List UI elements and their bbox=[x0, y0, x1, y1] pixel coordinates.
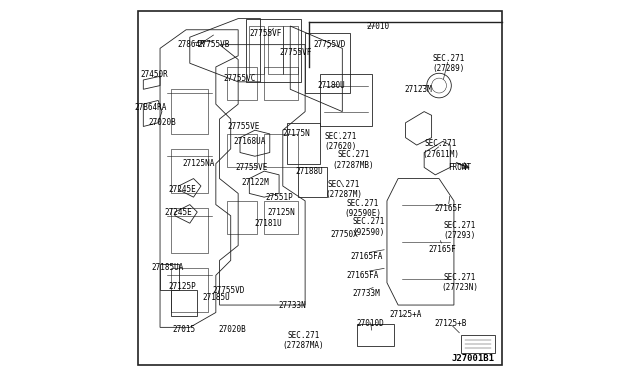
Text: 27185U: 27185U bbox=[202, 293, 230, 302]
Text: 27168UA: 27168UA bbox=[233, 137, 266, 146]
Text: SEC.271
(27723N): SEC.271 (27723N) bbox=[441, 273, 478, 292]
Text: 27755VF: 27755VF bbox=[280, 48, 312, 57]
Text: 27245E: 27245E bbox=[164, 208, 193, 217]
Text: SEC.271
(27287M): SEC.271 (27287M) bbox=[326, 180, 363, 199]
Text: 27755VE: 27755VE bbox=[235, 163, 268, 172]
Text: 27010D: 27010D bbox=[356, 319, 384, 328]
Text: 27122M: 27122M bbox=[241, 178, 269, 187]
Text: 27733N: 27733N bbox=[278, 301, 306, 310]
Text: 27450R: 27450R bbox=[141, 70, 168, 79]
Text: 27245E: 27245E bbox=[168, 185, 196, 194]
Text: 27188U: 27188U bbox=[295, 167, 323, 176]
Text: 27755VD: 27755VD bbox=[212, 286, 245, 295]
Text: FRONT: FRONT bbox=[448, 163, 471, 172]
Text: 27551P: 27551P bbox=[265, 193, 293, 202]
Text: 27755VF: 27755VF bbox=[250, 29, 282, 38]
Text: SEC.271
(27293): SEC.271 (27293) bbox=[444, 221, 476, 240]
Text: 27125P: 27125P bbox=[168, 282, 196, 291]
Text: 27010: 27010 bbox=[366, 22, 389, 31]
Text: 27020B: 27020B bbox=[219, 325, 246, 334]
Text: 27125+B: 27125+B bbox=[434, 319, 467, 328]
Text: J27001B1: J27001B1 bbox=[452, 354, 495, 363]
Text: SEC.271
(27287MB): SEC.271 (27287MB) bbox=[333, 150, 374, 170]
Text: 27123M: 27123M bbox=[404, 85, 433, 94]
Text: 27165FA: 27165FA bbox=[347, 271, 379, 280]
Text: 27B64RA: 27B64RA bbox=[134, 103, 167, 112]
Text: 27864R: 27864R bbox=[178, 40, 205, 49]
Text: 27165FA: 27165FA bbox=[350, 252, 383, 261]
Text: 27181U: 27181U bbox=[254, 219, 282, 228]
Text: 27015: 27015 bbox=[173, 325, 196, 334]
Text: 27175N: 27175N bbox=[282, 129, 310, 138]
Text: 27165F: 27165F bbox=[435, 204, 462, 213]
Text: 27125N: 27125N bbox=[267, 208, 295, 217]
Text: 27180U: 27180U bbox=[317, 81, 345, 90]
Text: SEC.271
(92590E): SEC.271 (92590E) bbox=[344, 199, 381, 218]
Text: SEC.271
(27287MA): SEC.271 (27287MA) bbox=[282, 331, 324, 350]
Text: 27125NA: 27125NA bbox=[183, 159, 215, 168]
Text: SEC.271
(27620): SEC.271 (27620) bbox=[324, 132, 356, 151]
Text: 27185UA: 27185UA bbox=[151, 263, 184, 272]
Text: 27755VC: 27755VC bbox=[224, 74, 256, 83]
Text: 27125+A: 27125+A bbox=[389, 310, 422, 319]
Text: 27733M: 27733M bbox=[353, 289, 380, 298]
Text: SEC.271
(92590): SEC.271 (92590) bbox=[352, 217, 385, 237]
Text: 27020B: 27020B bbox=[148, 118, 176, 127]
Text: 27755VB: 27755VB bbox=[198, 40, 230, 49]
Text: SEC.271
(27289): SEC.271 (27289) bbox=[432, 54, 465, 73]
Text: 27750X: 27750X bbox=[330, 230, 358, 239]
Text: 27755VE: 27755VE bbox=[228, 122, 260, 131]
Text: 27165F: 27165F bbox=[429, 245, 456, 254]
Text: SEC.271
(27611M): SEC.271 (27611M) bbox=[422, 139, 460, 158]
Text: 27755VD: 27755VD bbox=[313, 40, 346, 49]
